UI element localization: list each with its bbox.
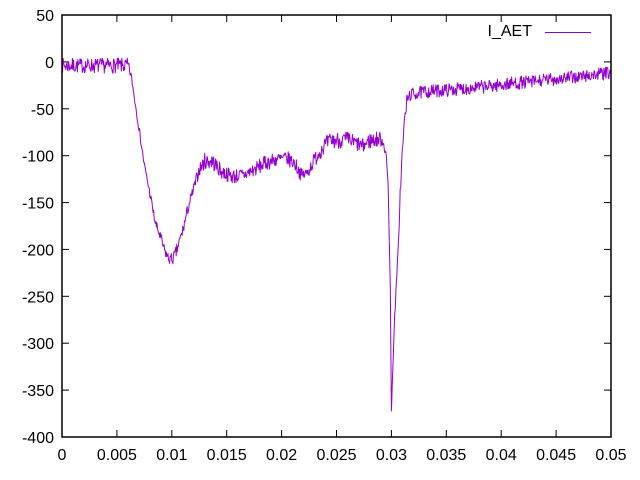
y-axis-labels: 50 0 -50 -100 -150 -200 -250 -300 -350 -400 [22, 8, 54, 447]
x-tick-label: 0 [58, 447, 67, 464]
x-tick-label: 0.035 [426, 447, 466, 464]
y-tick-label: -100 [22, 149, 54, 166]
x-tick-label: 0.025 [316, 447, 356, 464]
y-tick-label: -50 [31, 102, 54, 119]
y-tick-label: -250 [22, 289, 54, 306]
x-tick-label: 0.04 [486, 447, 517, 464]
x-tick-label: 0.05 [595, 447, 626, 464]
y-tick-label: -300 [22, 336, 54, 353]
y-tick-label: 0 [45, 55, 54, 72]
x-tick-label: 0.005 [97, 447, 137, 464]
legend-label: I_AET [487, 23, 532, 40]
y-tick-label: -350 [22, 383, 54, 400]
x-tick-label: 0.03 [376, 447, 407, 464]
y-tick-label: -200 [22, 242, 54, 259]
series-line-I_AET [61, 57, 612, 412]
plot-border [61, 14, 612, 438]
legend: I_AET [488, 23, 591, 41]
x-tick-label: 0.045 [536, 447, 576, 464]
x-tick-label: 0.01 [156, 447, 187, 464]
x-axis-labels: 0 0.005 0.01 0.015 0.02 0.025 0.03 0.035 0.04 0.0… [58, 447, 627, 464]
y-tick-label: 50 [36, 8, 54, 25]
legend-line-sample [545, 31, 591, 33]
x-tick-label: 0.015 [207, 447, 247, 464]
x-tick-label: 0.02 [266, 447, 297, 464]
y-tick-label: -150 [22, 196, 54, 213]
y-tick-label: -400 [22, 430, 54, 447]
